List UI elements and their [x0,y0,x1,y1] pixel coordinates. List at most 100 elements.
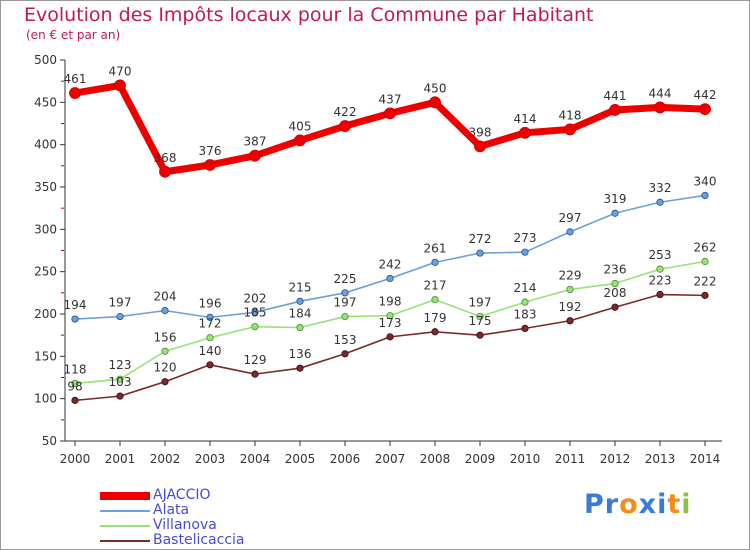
data-point [204,159,216,171]
x-tick-label: 2011 [555,452,586,466]
data-point [521,248,529,256]
series-line [74,293,706,402]
data-label: 183 [514,307,537,321]
data-label: 120 [154,361,177,375]
data-label: 153 [334,333,357,347]
data-label: 140 [199,344,222,358]
data-label: 470 [109,64,132,78]
data-label: 441 [604,89,627,103]
data-point [386,312,394,320]
data-label: 215 [289,280,312,294]
data-label: 197 [469,296,492,310]
data-point [384,107,396,120]
data-label: 173 [379,316,402,330]
data-point [566,317,574,325]
data-point [71,379,79,388]
x-tick-label: 2002 [150,452,181,466]
data-point [161,347,169,355]
data-label: 223 [649,274,672,288]
data-point [521,324,529,332]
chart-axes: 50 100 150 200 250 300 350 400 450 500 2000 2001 200… [34,53,722,466]
data-point [116,392,124,400]
data-point [476,249,484,257]
data-point [519,126,531,139]
chart-subtitle: (en € et par an) [26,28,121,42]
data-point [296,297,304,305]
data-label: 262 [694,241,717,255]
data-point [386,274,394,283]
data-label: 332 [649,181,672,195]
data-point [251,370,259,378]
x-tick-label: 2014 [690,452,721,466]
data-point [474,140,486,153]
data-label: 136 [289,347,312,361]
chart-title: Evolution des Impôts locaux pour la Comm… [24,4,594,26]
data-point [251,308,259,316]
logo-letter: x [638,489,658,520]
legend-label: AJACCIO [153,487,211,503]
data-label: 198 [379,295,402,309]
data-label: 225 [334,272,357,286]
data-label: 103 [109,375,132,389]
data-point [206,361,214,369]
data-point [701,291,709,299]
data-point [339,120,351,132]
data-label: 197 [109,296,132,310]
logo-letter: t [667,489,682,520]
data-label: 172 [199,317,222,331]
data-point [116,375,124,383]
data-label: 123 [109,358,132,372]
x-tick-label: 2008 [420,452,451,466]
series-bastelicaccia [71,290,709,404]
data-point [386,333,394,341]
data-label: 179 [424,311,447,325]
x-tick-label: 2009 [465,452,496,466]
data-point [206,334,214,342]
data-label: 236 [604,263,627,277]
data-point [116,312,124,321]
data-label: 253 [649,248,672,262]
legend-swatch-ajaccio [100,492,150,500]
data-point [249,149,261,162]
proxiti-logo: Proxiti [584,489,692,520]
logo-letter: o [619,489,639,520]
data-point [159,165,171,178]
data-point [611,209,619,217]
legend: AJACCIO Alata Villanova Bastelicaccia [100,487,400,548]
series-villanova [71,257,709,388]
data-label: 442 [694,88,717,102]
data-label: 405 [289,119,312,133]
data-point [476,331,484,339]
y-tick-label: 50 [42,434,57,448]
data-point [656,198,664,206]
y-tick-label: 500 [34,53,57,67]
data-point [296,364,304,372]
data-label: 217 [424,279,447,293]
data-label: 242 [379,257,402,271]
data-point [431,296,439,304]
data-label: 261 [424,241,447,255]
legend-item-ajaccio: AJACCIO [100,487,400,503]
data-label: 414 [514,112,537,126]
data-label: 340 [694,174,717,188]
y-tick-label: 350 [34,180,57,194]
data-label: 118 [64,362,87,376]
data-point [476,312,484,321]
x-tick-label: 2007 [375,452,406,466]
legend-label: Bastelicaccia [153,532,245,548]
data-point [294,134,306,147]
data-point [564,123,576,136]
data-label: 398 [469,125,492,139]
legend-label: Alata [153,502,190,518]
data-label: 368 [154,151,177,165]
data-label: 185 [244,306,267,320]
data-point [114,79,126,92]
x-tick-label: 2001 [105,452,136,466]
legend-swatch-bastelicaccia [100,540,150,542]
logo-letter: i [681,489,692,520]
data-point [566,285,574,294]
data-point [71,315,79,323]
data-label: 98 [67,379,82,393]
data-label: 194 [64,298,87,312]
